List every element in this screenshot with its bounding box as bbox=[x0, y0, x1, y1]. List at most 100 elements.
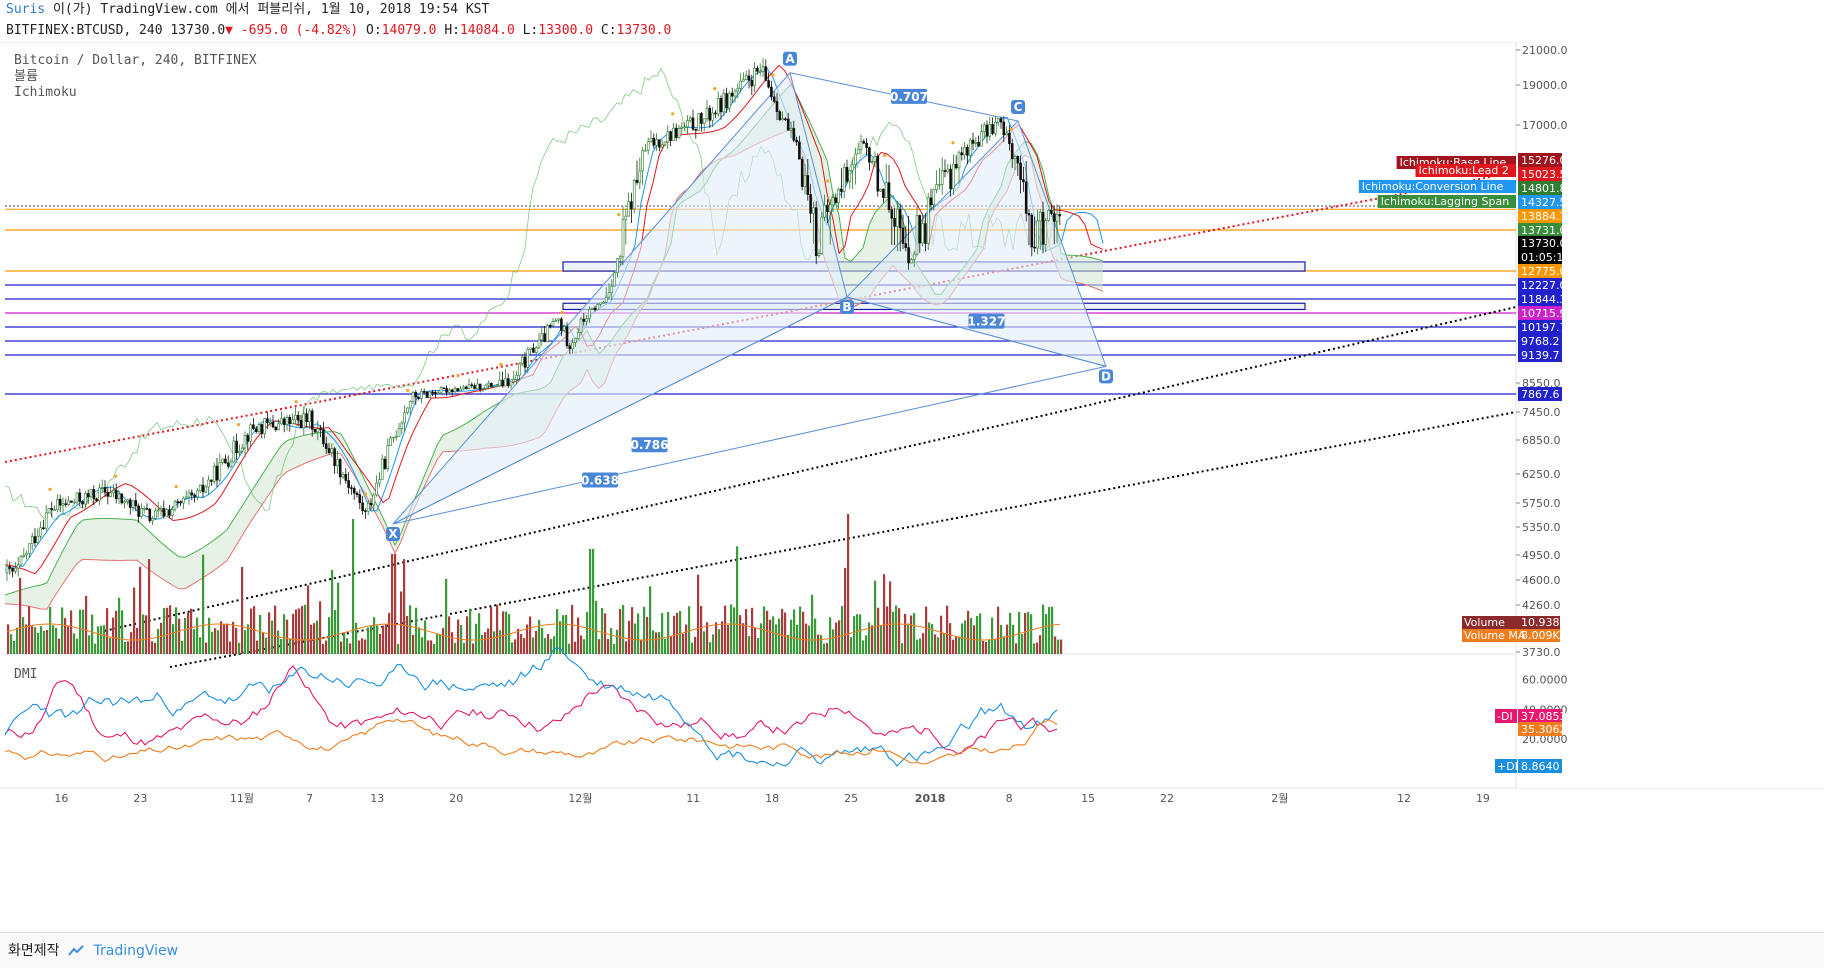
signal-dot bbox=[499, 362, 503, 366]
volume-bar bbox=[643, 606, 646, 654]
volume-bar bbox=[181, 640, 184, 654]
candle-body bbox=[386, 445, 390, 469]
candle-body bbox=[854, 153, 857, 165]
volume-bar bbox=[469, 608, 472, 654]
volume-bar bbox=[256, 640, 259, 654]
candle-body bbox=[464, 386, 468, 390]
candle-body bbox=[487, 382, 490, 386]
dmi-series-tag-label: +DI bbox=[1497, 760, 1518, 773]
candle-body bbox=[89, 489, 93, 497]
candle-body bbox=[476, 383, 479, 389]
volume-bar bbox=[16, 627, 19, 654]
volume-bar bbox=[565, 614, 568, 654]
candle-body bbox=[744, 75, 748, 80]
price-tag bbox=[1518, 387, 1562, 401]
close-label: C: bbox=[600, 23, 617, 38]
candle-body bbox=[733, 90, 737, 97]
price-tag bbox=[1518, 306, 1562, 320]
volume-bar bbox=[712, 634, 715, 654]
candle-body bbox=[408, 401, 412, 409]
volume-bar bbox=[778, 618, 781, 654]
candle-body bbox=[756, 67, 759, 72]
tradingview-link[interactable]: TradingView bbox=[93, 943, 179, 959]
volume-bar bbox=[247, 624, 250, 654]
candle-body bbox=[201, 484, 205, 493]
volume-bar bbox=[985, 641, 988, 654]
signal-dot bbox=[951, 141, 955, 145]
ratio-badge bbox=[631, 437, 668, 453]
volume-bar bbox=[130, 632, 133, 654]
volume-bar bbox=[208, 617, 211, 654]
chart-legend: Bitcoin / Dollar, 240, BITFINEX 볼륨 Ichim… bbox=[14, 53, 257, 682]
volume-bar bbox=[340, 641, 343, 654]
volume-bar bbox=[598, 639, 601, 654]
volume-bar bbox=[1051, 606, 1054, 654]
candle-body bbox=[364, 510, 367, 512]
adx-line bbox=[4, 718, 1058, 765]
author-link[interactable]: Suris bbox=[6, 2, 46, 17]
candle-body bbox=[319, 428, 322, 431]
candle-body bbox=[95, 498, 98, 501]
volume-bar bbox=[295, 609, 298, 654]
dmi-tick-label: 20.0000 bbox=[1522, 733, 1568, 746]
candle-body bbox=[1033, 246, 1036, 249]
time-tick-label: 11 bbox=[686, 792, 700, 805]
volume-bar bbox=[88, 635, 91, 654]
volume-bar bbox=[34, 627, 37, 654]
volume-bar bbox=[70, 610, 73, 654]
volume-bar bbox=[481, 634, 484, 654]
volume-bar bbox=[1045, 614, 1048, 654]
candle-body bbox=[565, 326, 569, 347]
volume-bar bbox=[832, 629, 835, 654]
volume-bar bbox=[526, 624, 529, 654]
candle-body bbox=[417, 396, 420, 399]
volume-bar bbox=[550, 639, 553, 654]
candle-body bbox=[658, 139, 661, 148]
volume-bar bbox=[964, 620, 967, 654]
volume-bar bbox=[688, 606, 691, 654]
volume-bar bbox=[424, 620, 427, 654]
volume-bar bbox=[532, 637, 535, 654]
candle-body bbox=[372, 494, 376, 506]
candle-body bbox=[50, 508, 54, 511]
price-chart[interactable]: 0.707 1.327 0.638 0.786 X A B C D 21000.0 19000.0… bbox=[0, 42, 1824, 932]
candle-body bbox=[425, 391, 429, 398]
candle-body bbox=[770, 86, 773, 98]
volume-bar bbox=[781, 609, 784, 654]
candle-body bbox=[781, 118, 784, 121]
volume-bar bbox=[49, 606, 52, 654]
volume-bar bbox=[976, 615, 979, 654]
di-plus-line bbox=[4, 646, 1058, 767]
chart-title: Bitcoin / Dollar, 240, BITFINEX bbox=[14, 53, 257, 68]
candle-body bbox=[22, 554, 26, 557]
volume-bar bbox=[175, 607, 178, 654]
volume-bar bbox=[289, 638, 292, 654]
volume-bar bbox=[22, 617, 25, 654]
volume-bar bbox=[457, 619, 460, 654]
volume-bar bbox=[766, 610, 769, 654]
time-tick-label: 18 bbox=[765, 792, 779, 805]
volume-bar bbox=[718, 629, 721, 654]
candle-body bbox=[434, 391, 437, 394]
signal-dot bbox=[617, 212, 621, 217]
volume-bar bbox=[622, 605, 625, 654]
candle-body bbox=[218, 462, 222, 481]
volume-bar bbox=[397, 643, 400, 654]
candle-body bbox=[736, 88, 740, 92]
candle-body bbox=[263, 418, 266, 434]
volume-bar bbox=[214, 628, 217, 654]
volume-bar bbox=[979, 613, 982, 654]
candle-body bbox=[1052, 213, 1056, 222]
volume-bar bbox=[970, 618, 973, 654]
volume-bar bbox=[493, 631, 496, 654]
candle-body bbox=[935, 184, 938, 191]
price-tick-label: 8550.0 bbox=[1522, 377, 1561, 390]
candle-body bbox=[142, 508, 146, 510]
candle-body bbox=[400, 422, 404, 429]
volume-bar bbox=[589, 549, 592, 654]
volume-bar bbox=[994, 638, 997, 654]
dmi-legend: DMI bbox=[14, 667, 37, 682]
candle-body bbox=[1002, 121, 1006, 136]
candle-body bbox=[431, 391, 434, 394]
volume-bar bbox=[637, 613, 640, 654]
